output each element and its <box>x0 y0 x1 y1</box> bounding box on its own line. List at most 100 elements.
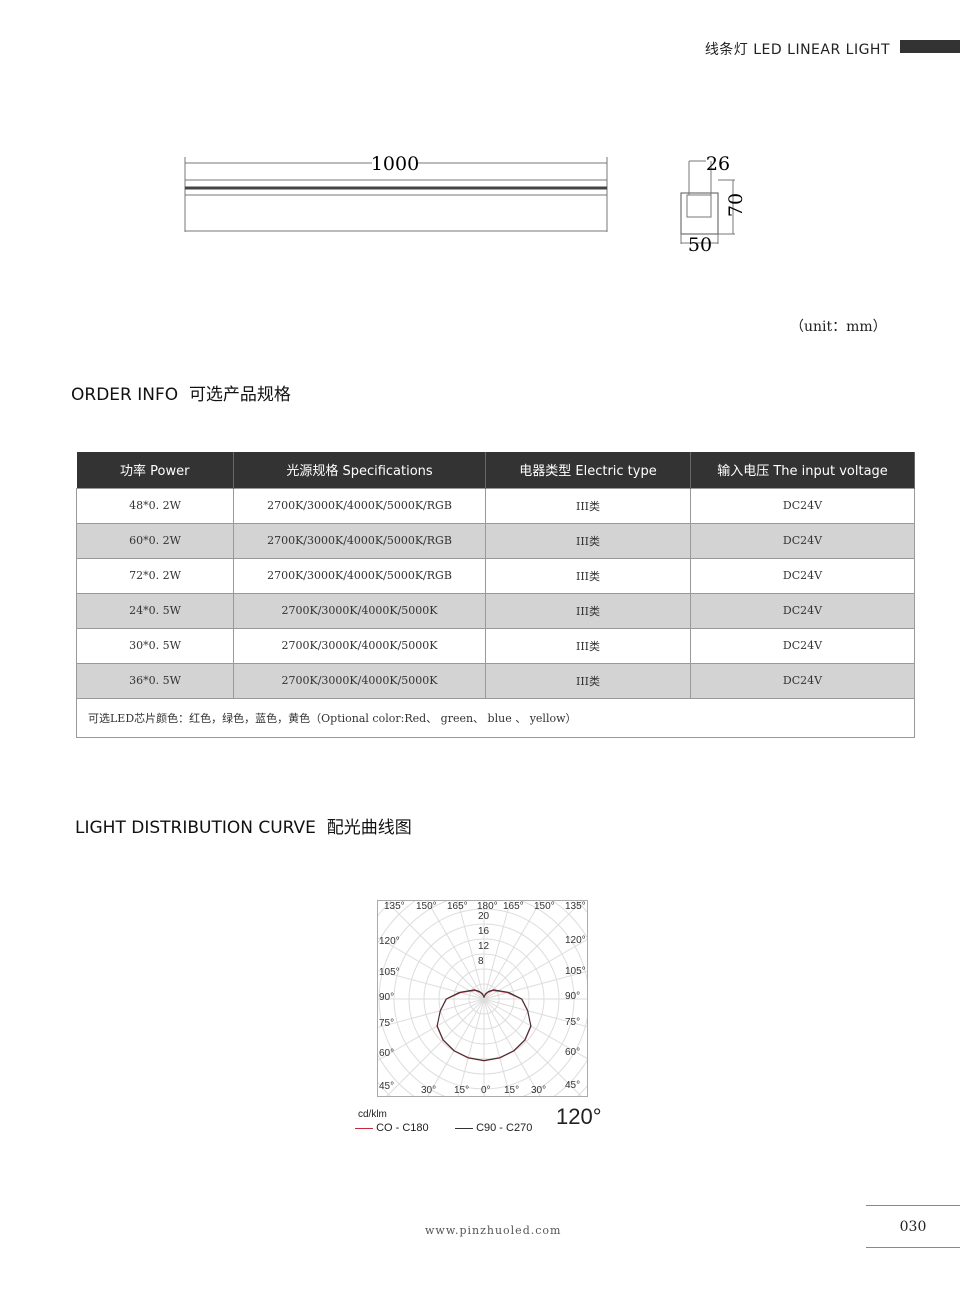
angle-label: 16 <box>478 926 490 937</box>
grid-spoke <box>378 937 485 1000</box>
table-cell: III类 <box>485 487 691 524</box>
angle-label: 165° <box>447 901 468 912</box>
grid-spoke <box>483 998 582 1096</box>
grid-spoke <box>385 901 485 1000</box>
table-row: 36*0. 5W 2700K/3000K/4000K/5000K III类 DC24V <box>76 662 915 699</box>
table-cell: DC24V <box>690 557 915 594</box>
angle-label: 0° <box>481 1085 491 1096</box>
header-title: 线条灯 LED LINEAR LIGHT <box>704 42 890 58</box>
angle-label: 150° <box>534 901 555 912</box>
angle-label: 90° <box>379 992 395 1003</box>
table-cell: 2700K/3000K/4000K/5000K/RGB <box>233 557 486 594</box>
angle-label: 60° <box>379 1048 395 1059</box>
angle-label: 165° <box>503 901 524 912</box>
table-row: 24*0. 5W 2700K/3000K/4000K/5000K III类 DC24V <box>76 592 915 629</box>
table-cell: DC24V <box>690 662 915 699</box>
table-cell: 2700K/3000K/4000K/5000K <box>233 662 486 699</box>
curve-title: LIGHT DISTRIBUTION CURVE 配光曲线图 <box>75 818 412 838</box>
table-cell: 60*0. 2W <box>76 522 234 559</box>
website[interactable]: www.pinzhuoled.com <box>425 1224 562 1237</box>
height-dimension: 70 <box>725 193 747 217</box>
col-electric: 电器类型 Electric type <box>485 452 691 488</box>
table-cell: 72*0. 2W <box>76 557 234 594</box>
angle-label: 60° <box>565 1047 581 1058</box>
legend-swatch-black <box>455 1127 473 1129</box>
table-cell: 48*0. 2W <box>76 487 234 524</box>
table-cell: III类 <box>485 662 691 699</box>
col-voltage: 输入电压 The input voltage <box>690 452 915 488</box>
table-cell: DC24V <box>690 487 915 524</box>
note-row: 可选LED芯片颜色：红色，绿色，蓝色，黄色（Optional color:Red… <box>76 697 915 738</box>
dimension-drawing: 1000 26 50 70 <box>184 153 747 256</box>
table-cell: DC24V <box>690 627 915 664</box>
angle-label: 105° <box>379 967 400 978</box>
color-note: 可选LED芯片颜色：红色，绿色，蓝色，黄色（Optional color:Red… <box>76 697 915 738</box>
grid-spoke <box>483 938 587 1000</box>
order-info-title: ORDER INFO 可选产品规格 <box>71 385 291 405</box>
table-cell: 24*0. 5W <box>76 592 234 629</box>
legend-c90: C90 - C270 <box>455 1122 532 1134</box>
angle-label: 120° <box>379 936 400 947</box>
angle-label: 12 <box>478 941 490 952</box>
table-cell: III类 <box>485 557 691 594</box>
table-cell: 2700K/3000K/4000K/5000K <box>233 627 486 664</box>
table-row: 48*0. 2W 2700K/3000K/4000K/5000K/RGB III类 D… <box>76 487 915 524</box>
length-dimension: 1000 <box>371 153 419 175</box>
angle-label: 180° <box>477 901 498 912</box>
angle-label: 8 <box>478 956 484 967</box>
table-cell: III类 <box>485 592 691 629</box>
grid-spoke <box>483 901 511 1000</box>
angle-label: 45° <box>379 1081 395 1092</box>
grid-spoke <box>483 998 587 1060</box>
grid-spoke <box>483 901 542 1000</box>
legend-c0: CO - C180 <box>355 1122 429 1134</box>
page-number: 030 <box>866 1205 960 1248</box>
grid-spoke <box>483 970 587 1000</box>
angle-label: 150° <box>416 901 437 912</box>
grid-spoke <box>378 970 485 1000</box>
grid-spoke <box>457 998 485 1096</box>
legend-label: C90 - C270 <box>476 1122 533 1134</box>
col-power: 功率 Power <box>76 452 234 488</box>
order-table: 功率 Power 光源规格 Specifications 电器类型 Electr… <box>76 452 915 738</box>
grid-spoke <box>378 998 485 1061</box>
angle-label: 30° <box>531 1085 547 1096</box>
grid-spoke <box>483 901 583 1000</box>
grid-spoke <box>427 998 485 1096</box>
table-row: 60*0. 2W 2700K/3000K/4000K/5000K/RGB III类 D… <box>76 522 915 559</box>
table-cell: 30*0. 5W <box>76 627 234 664</box>
table-cell: III类 <box>485 522 691 559</box>
table-cell: III类 <box>485 627 691 664</box>
table-row: 30*0. 5W 2700K/3000K/4000K/5000K III类 DC24V <box>76 627 915 664</box>
legend-swatch-red <box>355 1127 373 1129</box>
angle-label: 15° <box>454 1085 470 1096</box>
grid-spoke <box>483 998 511 1096</box>
table-cell: DC24V <box>690 592 915 629</box>
legend-label: CO - C180 <box>376 1122 429 1134</box>
table-cell: 36*0. 5W <box>76 662 234 699</box>
angle-label: 120° <box>565 935 586 946</box>
top-width-dimension: 26 <box>706 153 730 175</box>
table-header: 功率 Power 光源规格 Specifications 电器类型 Electr… <box>76 452 915 488</box>
beam-angle: 120° <box>556 1104 602 1129</box>
table-cell: 2700K/3000K/4000K/5000K <box>233 592 486 629</box>
table-cell: DC24V <box>690 522 915 559</box>
curve-unit: cd/klm <box>358 1109 387 1120</box>
table-row: 72*0. 2W 2700K/3000K/4000K/5000K/RGB III类 D… <box>76 557 915 594</box>
grid-spoke <box>457 901 485 1000</box>
angle-label: 20 <box>478 911 490 922</box>
angle-label: 90° <box>565 991 581 1002</box>
angle-label: 30° <box>421 1085 437 1096</box>
grid-spoke <box>386 998 485 1096</box>
angle-label: 135° <box>384 901 405 912</box>
angle-label: 15° <box>504 1085 520 1096</box>
bottom-width-dimension: 50 <box>688 234 712 256</box>
angle-label: 75° <box>565 1017 581 1028</box>
grid-spoke <box>483 998 587 1028</box>
angle-label: 135° <box>565 901 586 912</box>
unit-note: （unit：mm） <box>790 319 887 335</box>
grid-spoke <box>426 901 485 1000</box>
curve-c90-c270 <box>436 989 532 1062</box>
header-bar <box>900 40 960 53</box>
table-cell: 2700K/3000K/4000K/5000K/RGB <box>233 522 486 559</box>
